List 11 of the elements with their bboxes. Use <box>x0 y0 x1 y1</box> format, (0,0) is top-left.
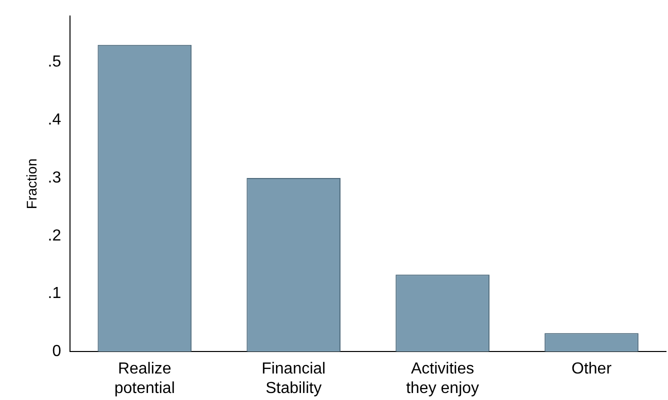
y-tick-label: .3 <box>48 169 62 186</box>
y-tick-label: .1 <box>48 285 62 302</box>
x-tick-label: Financial Stability <box>262 360 326 397</box>
x-tick-label: Other <box>572 360 612 378</box>
x-tick-label: Activities they enjoy <box>406 360 480 397</box>
x-tick-label: Realize potential <box>114 360 175 397</box>
y-tick-label: .5 <box>48 54 62 71</box>
y-tick-label: .4 <box>48 112 62 129</box>
y-axis-title: Fraction <box>23 158 40 210</box>
y-tick-label: .2 <box>48 227 62 244</box>
y-tick-label: 0 <box>52 343 62 360</box>
